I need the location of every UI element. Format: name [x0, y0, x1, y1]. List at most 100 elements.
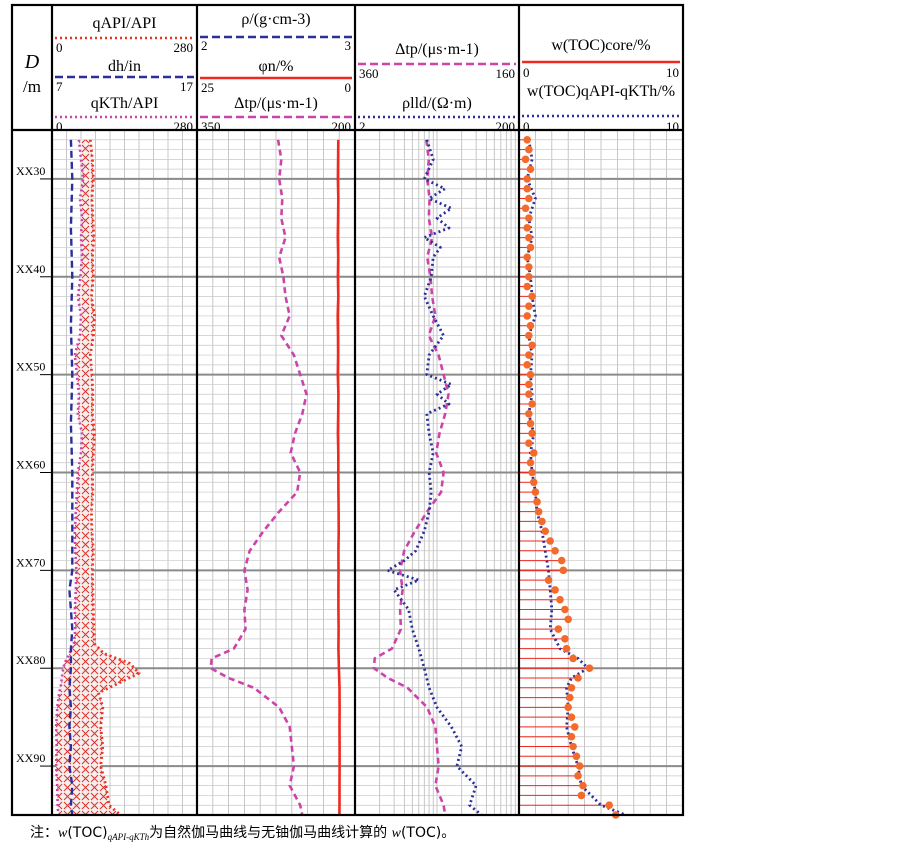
core-toc-point [525, 331, 533, 340]
core-toc-point [567, 713, 576, 721]
track1-header-0-title: qAPI/API [92, 15, 156, 32]
core-toc-point [546, 537, 554, 545]
track3-header-1-max: 200 [496, 119, 516, 134]
track1-header-2-min: 0 [56, 119, 63, 134]
core-toc-point [521, 204, 530, 213]
track1-header-1-max: 17 [180, 79, 194, 94]
core-toc-point [564, 615, 572, 624]
core-toc-point [526, 370, 535, 379]
core-toc-point [572, 752, 581, 761]
depth-tick-label: XX50 [16, 360, 45, 374]
core-toc-point [525, 390, 533, 399]
track4-header-0-title: w(TOC)core/% [551, 37, 650, 54]
core-toc-point [574, 772, 582, 780]
core-toc-point [523, 361, 531, 369]
track1-header-2-max: 280 [174, 119, 194, 134]
track2-header-2-min: 350 [201, 119, 221, 134]
depth-axis-label: D [24, 51, 40, 73]
core-toc-point [529, 478, 538, 487]
core-toc-point [526, 321, 535, 330]
depth-tick-label: XX80 [16, 653, 45, 667]
core-toc-point [529, 449, 538, 457]
track3-header-1-min: 2 [359, 119, 366, 134]
core-toc-point [525, 214, 533, 222]
core-toc-point [551, 546, 559, 555]
depth-tick-label: XX90 [16, 751, 45, 765]
core-toc-point [523, 135, 531, 144]
track4-header-1-min: 0 [523, 119, 530, 134]
sonic-curve-track3 [372, 139, 450, 816]
track1-header-0-min: 0 [56, 40, 63, 55]
track3-header-1-title: ρlld/(Ω·m) [402, 95, 472, 112]
core-toc-point [523, 224, 531, 232]
core-toc-point [559, 566, 568, 575]
core-toc-point [577, 791, 586, 800]
track2-header-0-title: ρ/(g·cm-3) [241, 11, 310, 28]
track4-header-0-max: 10 [666, 65, 679, 80]
resistivity-curve [386, 139, 483, 817]
track4-header-1-max: 10 [666, 119, 679, 134]
core-toc-point [526, 165, 535, 173]
core-toc-point [561, 635, 569, 643]
core-toc-point [526, 419, 535, 428]
core-toc-point [566, 693, 574, 702]
core-toc-point [533, 498, 541, 506]
track2-header-2-title: Δtp/(μs·m-1) [234, 95, 318, 112]
core-toc-point [523, 253, 531, 262]
core-toc-point [523, 175, 531, 183]
core-toc-point [528, 292, 536, 301]
core-toc-point [605, 801, 613, 810]
core-toc-point [523, 282, 531, 291]
core-toc-point [525, 439, 533, 447]
gamma-difference-fill [56, 139, 139, 816]
core-toc-point [526, 458, 535, 467]
core-toc-point [531, 488, 540, 496]
core-toc-point [554, 625, 563, 633]
core-toc-point [551, 586, 559, 594]
core-toc-point [525, 380, 533, 389]
track1-header-0-max: 280 [174, 40, 194, 55]
core-toc-point [557, 556, 566, 565]
core-toc-point [556, 595, 564, 604]
track2-header-1-min: 25 [201, 80, 214, 95]
neutron-porosity-curve [336, 139, 341, 816]
core-toc-point [525, 145, 533, 154]
note-end: 。 [441, 825, 456, 841]
depth-tick-label: XX60 [16, 458, 45, 472]
core-toc-point [525, 194, 533, 203]
core-toc-point [562, 644, 571, 653]
core-toc-point [523, 184, 531, 193]
core-toc-point [579, 781, 587, 790]
track1-header-1-title: dh/in [108, 58, 141, 75]
sonic-curve-track2 [209, 139, 308, 816]
track1-header-1-min: 7 [56, 79, 63, 94]
depth-axis-unit: /m [23, 77, 41, 96]
track2-header-1-max: 0 [345, 80, 352, 95]
core-toc-point [523, 312, 531, 320]
depth-tick-label: XX70 [16, 555, 45, 569]
core-toc-point [564, 703, 572, 712]
core-toc-point [570, 723, 579, 731]
core-toc-point [569, 654, 577, 663]
qapi-curve [88, 139, 141, 817]
note-text: 为自然伽马曲线与无铀伽马曲线计算的 [149, 825, 388, 841]
track2-header-0-max: 3 [345, 38, 352, 53]
core-toc-point [528, 468, 536, 477]
core-toc-point [574, 674, 582, 682]
track2-header-2-max: 200 [332, 119, 352, 134]
track1-header-2-title: qKTh/API [91, 95, 159, 112]
core-toc-point [534, 507, 543, 516]
track3-header-0-max: 160 [496, 66, 516, 81]
figure-note: 注：w(TOC)qAPI-qKTh为自然伽马曲线与无铀伽马曲线计算的 w(TOC… [30, 825, 456, 842]
core-toc-point [525, 263, 533, 271]
core-toc-point [575, 762, 584, 770]
core-toc-point [525, 233, 533, 242]
core-toc-point [528, 400, 536, 408]
calculated-toc-curve [525, 139, 627, 817]
core-toc-point [525, 351, 533, 359]
core-toc-point [525, 409, 533, 418]
track2-header-0-min: 2 [201, 38, 208, 53]
depth-tick-label: XX40 [16, 262, 45, 276]
track2-header-1-title: φn/% [258, 58, 293, 75]
